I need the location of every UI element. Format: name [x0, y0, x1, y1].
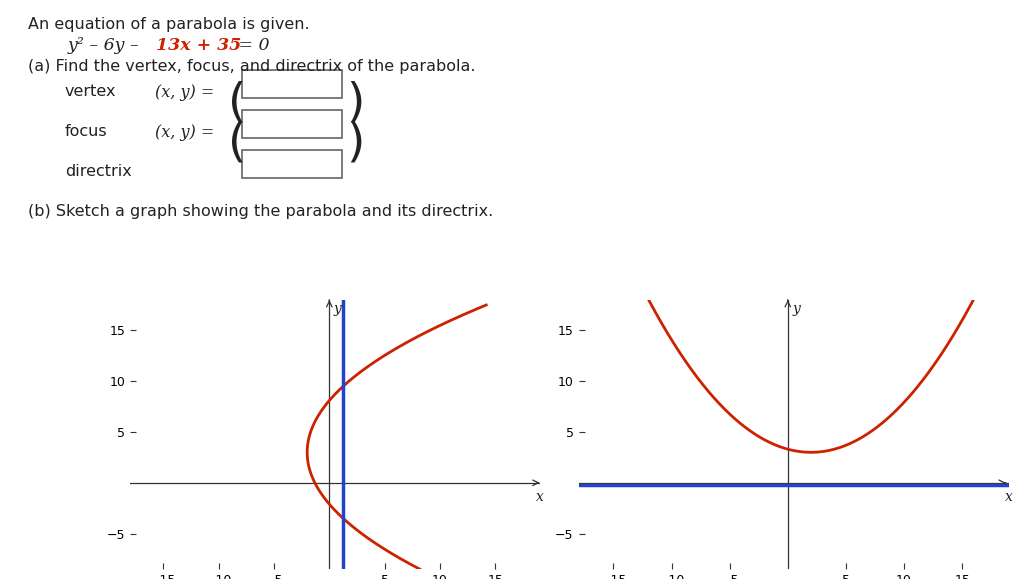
Text: An equation of a parabola is given.: An equation of a parabola is given.	[28, 17, 309, 32]
Text: y: y	[793, 302, 801, 316]
Text: = 0: = 0	[233, 37, 269, 54]
Text: (b) Sketch a graph showing the parabola and its directrix.: (b) Sketch a graph showing the parabola …	[28, 204, 494, 219]
Text: 13x + 35: 13x + 35	[156, 37, 242, 54]
Text: (: (	[228, 120, 247, 165]
Text: x: x	[537, 490, 544, 504]
Text: (x, y) =: (x, y) =	[155, 84, 214, 101]
Bar	[242, 150, 342, 178]
Text: y² – 6y –: y² – 6y –	[68, 37, 145, 54]
Text: (a) Find the vertex, focus, and directrix of the parabola.: (a) Find the vertex, focus, and directri…	[28, 59, 475, 74]
Text: x: x	[1006, 490, 1013, 504]
Text: (x, y) =: (x, y) =	[155, 124, 214, 141]
Bar	[242, 110, 342, 138]
Text: (: (	[228, 80, 247, 125]
Bar	[242, 70, 342, 98]
Text: y: y	[334, 302, 342, 316]
Text: ): )	[346, 80, 365, 125]
Text: directrix: directrix	[65, 164, 132, 179]
Text: focus: focus	[65, 124, 108, 139]
Text: ): )	[346, 120, 365, 165]
Text: vertex: vertex	[65, 84, 117, 99]
